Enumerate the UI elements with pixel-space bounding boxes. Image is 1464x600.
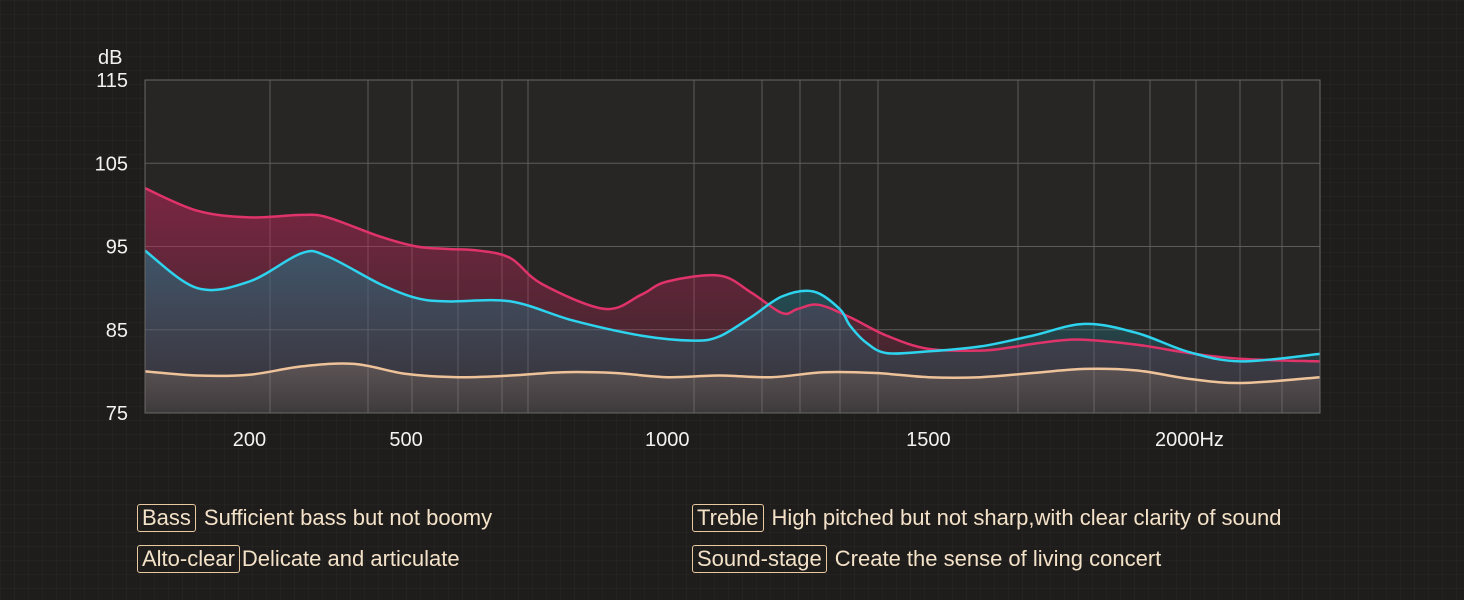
cyan-series-line [144,249,1321,363]
beige-series-area [145,363,1320,413]
x-tick-label: 1000 [645,429,690,451]
legend-item-bass: Bass Sufficient bass but not boomy [137,503,492,533]
legend-item-alto-clear: Alto-clear Delicate and articulate [137,544,460,574]
y-axis-label: dB [98,47,122,69]
x-tick-label: 2000Hz [1155,429,1224,451]
y-tick-label: 75 [106,403,128,425]
treble-tag: Treble [692,504,764,532]
series-lines [144,187,1321,385]
x-tick-label: 500 [389,429,422,451]
feature-legend: Bass Sufficient bass but not boomy Trebl… [0,500,1464,590]
bass-description: Sufficient bass but not boomy [203,505,493,530]
x-tick-label: 1500 [906,429,951,451]
sound-stage-description: Create the sense of living concert [834,546,1162,571]
y-tick-labels: 115 105 95 85 75 [95,70,128,425]
y-tick-label: 85 [106,320,128,342]
y-tick-label: 105 [95,153,128,175]
x-tick-label: 200 [233,429,266,451]
legend-item-treble: Treble High pitched but not sharp,with c… [692,503,1282,533]
beige-series-line [144,362,1321,385]
y-tick-label: 115 [96,70,128,92]
x-tick-labels: 200 500 1000 1500 2000Hz [233,429,1224,451]
plot-border [144,79,1321,414]
alto-clear-description: Delicate and articulate [241,546,460,571]
alto-clear-tag: Alto-clear [137,545,240,573]
frequency-response-chart: dB 115 105 95 85 75 200 500 1000 1500 2000Hz [95,47,1321,451]
bass-tag: Bass [137,504,196,532]
legend-item-sound-stage: Sound-stage Create the sense of living c… [692,544,1161,574]
sound-stage-tag: Sound-stage [692,545,827,573]
pink-series-line [144,187,1321,363]
y-tick-label: 95 [106,237,128,259]
treble-description: High pitched but not sharp,with clear cl… [771,505,1282,530]
